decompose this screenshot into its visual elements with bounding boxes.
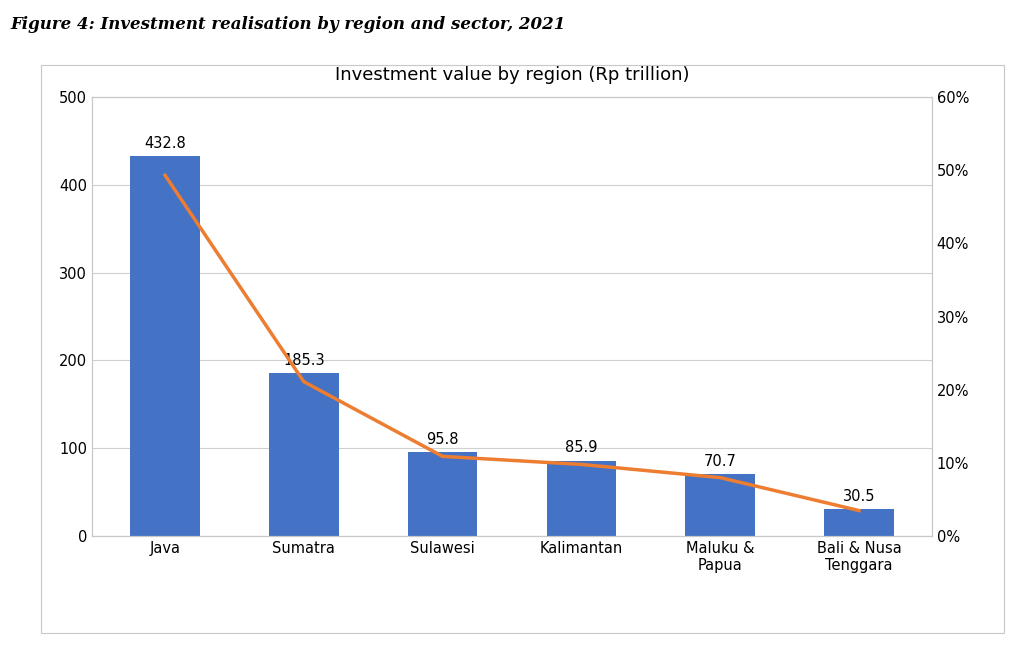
Bar [130,156,200,536]
Text: 30.5: 30.5 [843,489,876,504]
Text: 85.9: 85.9 [565,441,598,455]
Text: Figure 4: Investment realisation by region and sector, 2021: Figure 4: Investment realisation by regi… [10,16,565,33]
Text: 185.3: 185.3 [283,353,325,368]
Text: 95.8: 95.8 [426,432,459,447]
Bar [685,474,755,536]
Bar [547,461,616,536]
Bar [408,452,477,536]
Bar [824,510,894,536]
Text: 70.7: 70.7 [703,453,736,469]
Text: 432.8: 432.8 [144,136,186,151]
Bar [269,373,339,536]
Title: Investment value by region (Rp trillion): Investment value by region (Rp trillion) [335,67,689,84]
